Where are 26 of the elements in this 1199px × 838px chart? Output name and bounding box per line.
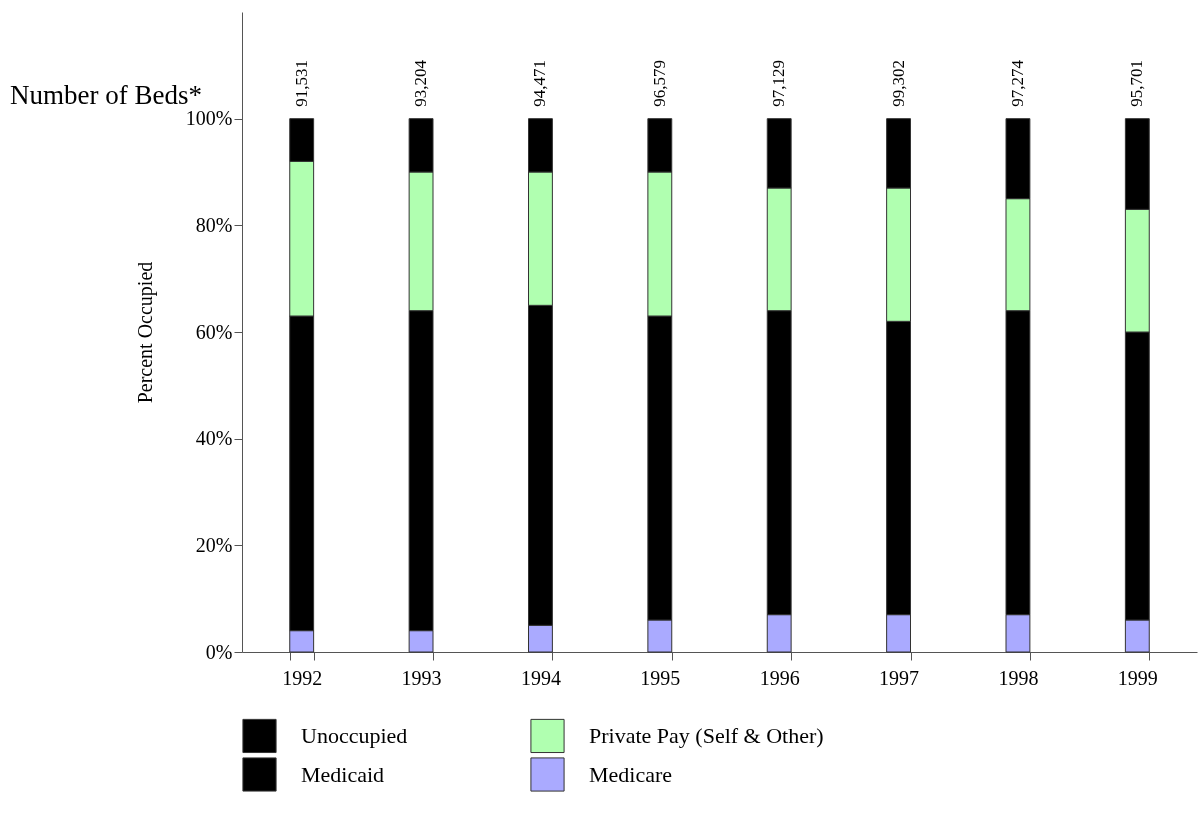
y-tick-label: 40% bbox=[195, 427, 233, 450]
y-tick-label: 60% bbox=[195, 320, 233, 343]
annotation: 99,302 bbox=[888, 59, 908, 107]
legend-label: Medicaid bbox=[301, 761, 385, 787]
legend-label: Private Pay (Self & Other) bbox=[589, 722, 824, 748]
x-tick-label: 1996 bbox=[759, 666, 800, 689]
legend-label: Unoccupied bbox=[301, 722, 408, 748]
y-tick-label: 80% bbox=[195, 213, 233, 236]
legend-label: Medicare bbox=[589, 761, 673, 787]
annotation: 97,129 bbox=[769, 59, 789, 107]
annotation: 95,701 bbox=[1127, 59, 1147, 107]
y-axis-title: Percent Occupied bbox=[133, 261, 157, 404]
x-tick-label: 1999 bbox=[1117, 666, 1158, 689]
y-tick-label: 20% bbox=[195, 533, 233, 556]
x-tick-label: 1994 bbox=[520, 666, 561, 689]
x-tick-label: 1997 bbox=[879, 666, 920, 689]
annotation: 93,204 bbox=[411, 59, 431, 107]
annotation: 94,471 bbox=[530, 59, 550, 107]
y-tick-label: 0% bbox=[205, 640, 233, 663]
x-tick-label: 1992 bbox=[282, 666, 323, 689]
x-tick-label: 1998 bbox=[998, 666, 1039, 689]
annotation: 91,531 bbox=[291, 59, 311, 107]
x-tick-label: 1995 bbox=[640, 666, 681, 689]
annotation: 96,579 bbox=[649, 59, 669, 107]
x-tick-label: 1993 bbox=[401, 666, 442, 689]
annotation: 97,274 bbox=[1007, 59, 1027, 107]
